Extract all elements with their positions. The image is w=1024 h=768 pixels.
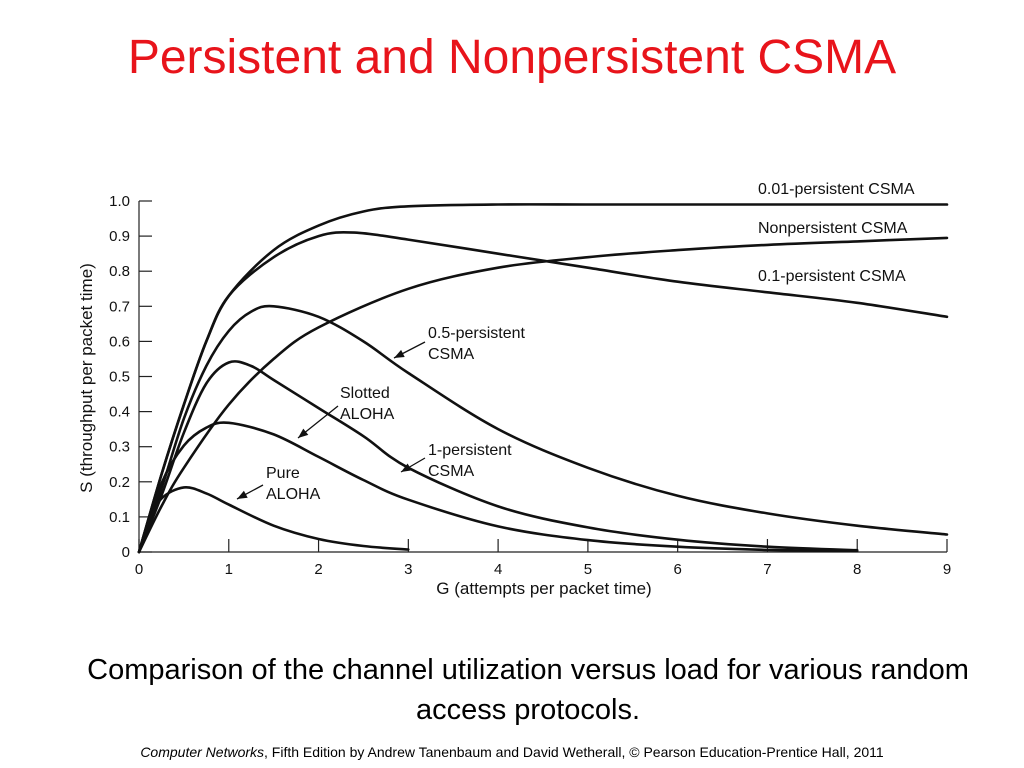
throughput-chart: 0 0.1 0.2 0.3 0.4 0.5 0.6 0.7 0.8 0.9 1.0 0 1 2 3 4 5 6 7 8… — [77, 181, 951, 598]
label-slotted-aloha-2: ALOHA — [340, 406, 395, 423]
curve-slotted-aloha — [137, 421, 859, 554]
x-tick-label: 5 — [584, 561, 592, 578]
y-tick-label: 0.5 — [109, 369, 130, 386]
y-tick-label: 0 — [122, 544, 130, 561]
x-tick-label: 9 — [943, 561, 951, 578]
curve-1-persistent-csma — [137, 360, 859, 554]
label-0.5-persistent-1: 0.5-persistent — [428, 325, 525, 342]
x-tick-label: 0 — [135, 561, 143, 578]
y-tick-label: 0.3 — [109, 439, 130, 456]
y-axis-label: S (throughput per packet time) — [77, 263, 96, 493]
label-slotted-aloha-1: Slotted — [340, 385, 390, 402]
label-1-persistent-2: CSMA — [428, 463, 475, 480]
label-arrows — [236, 341, 426, 500]
label-1-persistent-1: 1-persistent — [428, 442, 512, 459]
y-tick-label: 0.4 — [109, 404, 130, 421]
label-nonpersistent: Nonpersistent CSMA — [758, 220, 908, 237]
label-pure-aloha-2: ALOHA — [266, 486, 321, 503]
label-pure-aloha-1: Pure — [266, 465, 300, 482]
y-tick-label: 0.9 — [109, 228, 130, 245]
label-0.5-persistent-2: CSMA — [428, 346, 475, 363]
credit-book-title: Computer Networks — [140, 744, 265, 760]
chart-axes — [138, 201, 947, 553]
curve-0-5-persistent-csma — [137, 304, 949, 554]
chart-curves — [137, 203, 949, 554]
y-tick-label: 0.1 — [109, 509, 130, 526]
curve-0-1-persistent-csma — [137, 236, 949, 554]
y-tick-label: 1.0 — [109, 193, 130, 210]
y-tick-label: 0.8 — [109, 263, 130, 280]
x-tick-label: 2 — [314, 561, 322, 578]
y-tick-label: 0.7 — [109, 298, 130, 315]
x-tick-label: 6 — [673, 561, 681, 578]
x-tick-label: 1 — [225, 561, 233, 578]
credit-text: , Fifth Edition by Andrew Tanenbaum and … — [264, 744, 884, 760]
curve-0-01-persistent-csma — [137, 203, 949, 554]
curve-pure-aloha — [137, 485, 410, 554]
slide-caption: Comparison of the channel utilization ve… — [87, 654, 969, 726]
arrow-0.5-persistent-head — [394, 349, 405, 358]
slide-credit: Computer Networks, Fifth Edition by Andr… — [0, 744, 1024, 760]
x-tick-label: 3 — [404, 561, 412, 578]
arrow-1-persistent-head — [401, 463, 412, 472]
curve-nonpersistent-csma — [137, 231, 949, 554]
label-0.1-persistent: 0.1-persistent CSMA — [758, 268, 906, 285]
x-tick-label: 8 — [853, 561, 861, 578]
slide-title: Persistent and Nonpersistent CSMA — [127, 31, 897, 84]
arrow-slotted-aloha-head — [298, 428, 309, 438]
arrow-pure-aloha-head — [237, 490, 248, 499]
x-tick-label: 4 — [494, 561, 502, 578]
chart-ticks: 0 0.1 0.2 0.3 0.4 0.5 0.6 0.7 0.8 0.9 1.0 0 1 2 3 4 5 6 7 8… — [109, 193, 951, 578]
x-tick-label: 7 — [763, 561, 771, 578]
y-tick-label: 0.2 — [109, 474, 130, 491]
x-axis-label: G (attempts per packet time) — [436, 579, 651, 598]
y-tick-label: 0.6 — [109, 333, 130, 350]
label-0.01-persistent: 0.01-persistent CSMA — [758, 181, 915, 198]
